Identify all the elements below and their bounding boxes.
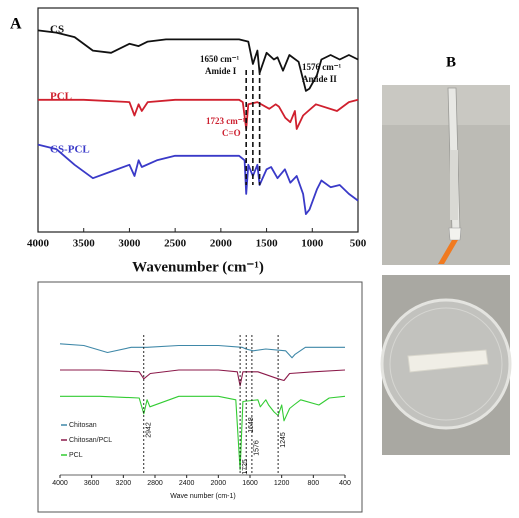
marker-label: 1245 — [280, 432, 287, 448]
annotation: 1723 cm⁻¹ — [206, 116, 245, 126]
marker-label: 1576 — [254, 440, 261, 456]
series-label: CS — [50, 24, 64, 36]
x-tick-label: 3000 — [118, 238, 141, 250]
x-tick-label: 3200 — [116, 480, 132, 487]
x-tick-label: 2000 — [211, 480, 227, 487]
spectrum-line — [60, 369, 346, 387]
annotation: C=O — [222, 128, 241, 138]
x-tick-label: 800 — [307, 480, 319, 487]
x-tick-label: 1600 — [242, 480, 258, 487]
spectrum-line — [59, 343, 345, 359]
x-axis-label: Wavenumber (cm⁻¹) — [132, 259, 264, 275]
x-tick-label: 4000 — [27, 238, 50, 250]
annotation: 1650 cm⁻¹ — [200, 54, 239, 64]
legend-label: PCL — [69, 452, 83, 459]
x-tick-label: 1200 — [274, 480, 290, 487]
panel-frame — [37, 281, 363, 513]
series-label: PCL — [50, 91, 72, 103]
x-tick-label: 3600 — [84, 480, 100, 487]
annotation: Amide I — [205, 66, 237, 76]
x-tick-label: 400 — [339, 480, 351, 487]
x-tick-label: 500 — [350, 238, 367, 250]
panel-label: B — [446, 54, 456, 70]
panel-label: A — [10, 16, 22, 33]
annotation: Amide II — [302, 74, 337, 84]
photo-scaffold — [380, 275, 512, 455]
x-axis-label: Wave number (cm-1) — [170, 493, 235, 500]
photo-syringe — [382, 85, 510, 265]
x-tick-label: 2400 — [179, 480, 195, 487]
legend-label: Chitosan/PCL — [69, 437, 112, 444]
marker-label: 1725 — [242, 459, 249, 475]
x-tick-label: 1500 — [256, 238, 279, 250]
x-tick-label: 2800 — [147, 480, 163, 487]
plot-frame — [37, 7, 359, 233]
spectrum-line — [37, 29, 359, 92]
series-label: CS-PCL — [50, 144, 90, 156]
spectrum-line — [37, 143, 359, 215]
x-tick-label: 1000 — [301, 238, 324, 250]
x-tick-label: 2500 — [164, 238, 187, 250]
marker-label: 2942 — [146, 422, 153, 438]
spectrum-line — [60, 395, 346, 471]
x-tick-label: 3500 — [73, 238, 96, 250]
x-tick-label: 4000 — [52, 480, 68, 487]
legend-label: Chitosan — [69, 422, 97, 429]
spectrum-line — [38, 98, 359, 130]
x-tick-label: 2000 — [210, 238, 233, 250]
annotation: 1576 cm⁻¹ — [302, 62, 341, 72]
